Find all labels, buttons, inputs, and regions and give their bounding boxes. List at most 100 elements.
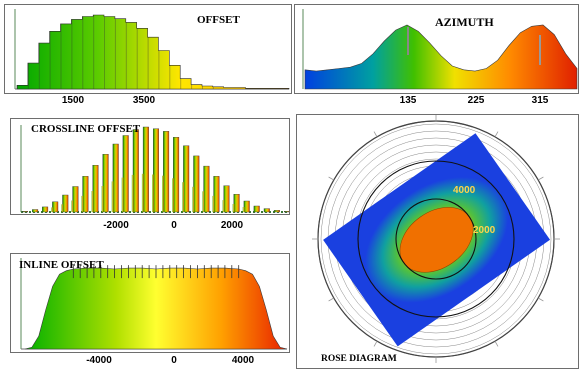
crossline-bar: [72, 186, 79, 213]
offset-bar: [202, 86, 203, 89]
offset-bar: [136, 28, 138, 89]
crossline-bar: [284, 210, 289, 213]
crossline-bar: [132, 129, 139, 213]
crossline-bar-minor: [101, 186, 104, 212]
offset-bar: [60, 23, 62, 89]
crossline-bar: [142, 126, 149, 213]
inline-tick-neg4000: -4000: [86, 355, 112, 366]
crossline-bar: [112, 143, 119, 213]
rose-major-ring: [357, 160, 515, 318]
crossline-bar-minor: [51, 207, 53, 212]
offset-bar: [49, 31, 51, 89]
inline-tick-4000: 4000: [231, 355, 255, 366]
crossline-panel: CROSSLINE OFFSET 5000000: [10, 118, 290, 215]
crossline-bar: [42, 206, 49, 213]
crossline-bar: [213, 176, 220, 213]
crossline-bar-minor: [232, 204, 235, 212]
offset-tick-3500: 3500: [132, 95, 156, 106]
crossline-bar-minor: [182, 182, 184, 212]
crossline-chart: [20, 125, 289, 213]
crossline-bar-minor: [242, 207, 245, 212]
crossline-bar: [273, 210, 280, 213]
azimuth-series-area: [304, 24, 578, 90]
crossline-bar: [253, 205, 260, 213]
inline-series-area: [24, 267, 288, 350]
crossline-bar-minor: [152, 174, 154, 212]
crossline-bar: [152, 128, 159, 213]
rose-major-ring: [395, 198, 477, 280]
rose-ring: [320, 123, 552, 355]
offset-bar: [38, 43, 40, 89]
crossline-title: CROSSLINE OFFSET: [31, 123, 141, 135]
azimuth-panel: AZIMUTH: [294, 4, 579, 94]
crossline-bar: [263, 208, 270, 213]
crossline-bar-minor: [111, 181, 114, 212]
crossline-bar-minor: [131, 174, 134, 212]
crossline-bar-minor: [61, 204, 64, 212]
inline-panel: INLINE OFFSET 2500000: [10, 253, 290, 353]
offset-bar: [158, 50, 160, 89]
azimuth-tick-315: 315: [531, 95, 549, 106]
crossline-bar: [122, 135, 129, 213]
offset-bar: [104, 16, 105, 89]
rose-tick: [373, 341, 378, 347]
crossline-bar-minor: [212, 195, 215, 212]
crossline-bar: [163, 131, 170, 213]
crossline-bar-minor: [81, 195, 84, 212]
crossline-bar: [92, 165, 99, 213]
rose-tick: [494, 341, 499, 347]
rose-tick: [538, 176, 544, 181]
offset-bar: [17, 85, 18, 89]
crossline-bar-minor: [192, 186, 195, 212]
offset-bar: [212, 86, 214, 89]
offset-bar: [93, 15, 95, 89]
offset-tick-1500: 1500: [61, 95, 85, 106]
crossline-bar: [21, 210, 28, 213]
azimuth-tick-135: 135: [399, 95, 417, 106]
crossline-bar-minor: [162, 175, 164, 212]
offset-bar: [191, 84, 193, 89]
crossline-tick-neg2000: -2000: [103, 220, 129, 231]
rose-ring-label-2000: 2000: [473, 225, 496, 236]
azimuth-chart: [302, 9, 578, 90]
crossline-bar: [183, 145, 190, 213]
crossline-bar: [62, 194, 69, 213]
offset-panel: OFFSET: [4, 4, 292, 94]
crossline-bar: [243, 200, 250, 213]
rose-tick: [373, 131, 378, 137]
crossline-bar: [102, 154, 109, 213]
offset-series-area: [16, 14, 290, 90]
rose-tick: [328, 297, 334, 302]
offset-bar: [27, 63, 29, 89]
offset-bar: [169, 65, 171, 89]
rose-tick: [494, 131, 499, 137]
crossline-tick-2000: 2000: [220, 220, 244, 231]
rose-ring-label-4000: 4000: [453, 185, 476, 196]
crossline-bar: [203, 165, 210, 213]
crossline-bar: [233, 193, 240, 213]
inline-title: INLINE OFFSET: [19, 259, 104, 271]
offset-chart: [14, 9, 290, 90]
rose-tick: [328, 176, 334, 181]
crossline-bar: [223, 185, 230, 213]
offset-bar: [71, 19, 73, 89]
offset-bar: [147, 37, 149, 89]
azimuth-tick-225: 225: [467, 95, 485, 106]
offset-bar: [180, 78, 182, 89]
inline-chart: [20, 258, 288, 350]
crossline-bar-minor: [202, 191, 205, 212]
offset-bar: [125, 22, 127, 89]
crossline-bar: [193, 155, 200, 213]
azimuth-title: AZIMUTH: [435, 15, 494, 29]
crossline-bar-minor: [91, 191, 94, 212]
crossline-bar-minor: [141, 173, 144, 213]
crossline-tick-0: 0: [171, 220, 177, 231]
crossline-bar-minor: [121, 177, 124, 212]
rose-title: ROSE DIAGRAM: [319, 353, 399, 365]
rose-panel: 4000 2000 ROSE DIAGRAM: [296, 114, 579, 369]
crossline-bar-minor: [222, 200, 225, 212]
crossline-bar: [32, 209, 39, 213]
rose-chart: [312, 115, 560, 363]
offset-bar: [82, 16, 84, 89]
offset-bar: [114, 18, 116, 90]
